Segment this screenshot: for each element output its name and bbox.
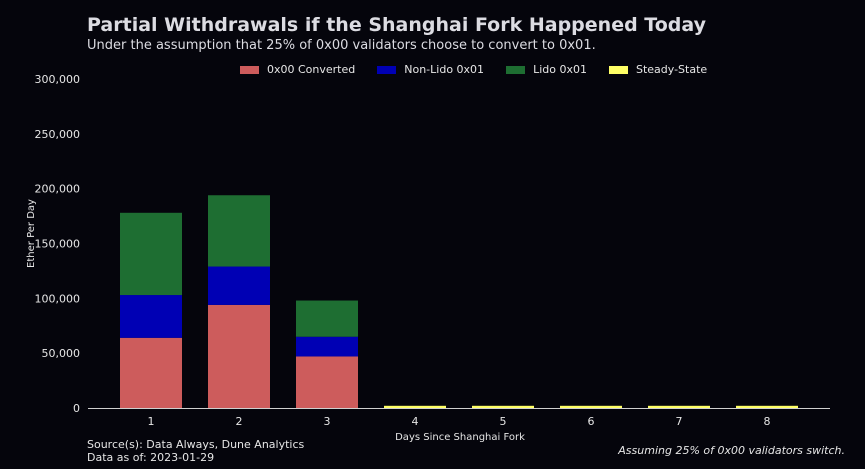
- x-tick-label: 6: [588, 415, 595, 428]
- x-tick-label: 3: [324, 415, 331, 428]
- y-tick-label: 300,000: [35, 73, 81, 86]
- bar-segment: [120, 212, 182, 296]
- chart-title: Partial Withdrawals if the Shanghai Fork…: [87, 14, 707, 36]
- x-tick-label: 8: [764, 415, 771, 428]
- bar-segment: [736, 405, 798, 408]
- y-tick-label: 200,000: [35, 183, 81, 196]
- legend-item-non-lido-0x01: Non-Lido 0x01: [377, 63, 484, 76]
- bar-segment: [384, 405, 446, 408]
- legend-swatch: [240, 65, 259, 74]
- legend-swatch: [608, 65, 628, 74]
- y-tick-label: 100,000: [35, 292, 81, 305]
- legend-item-lido-0x01: Lido 0x01: [506, 63, 587, 76]
- x-tick-label: 5: [500, 415, 507, 428]
- bar-segment: [208, 304, 270, 408]
- x-tick-label: 1: [148, 415, 155, 428]
- footer-as-of: Data as of: 2023-01-29: [87, 451, 215, 464]
- x-tick-label: 7: [676, 415, 683, 428]
- bar-segment: [208, 266, 270, 305]
- y-tick-label: 50,000: [42, 347, 81, 360]
- legend-swatch: [506, 65, 526, 74]
- x-axis-label: Days Since Shanghai Fork: [395, 432, 525, 443]
- y-axis-ticks: 0 50,000 100,000 150,000 200,000 250,000 300,0…: [35, 73, 81, 415]
- legend-swatch: [377, 65, 397, 74]
- bar-segment: [120, 337, 182, 408]
- bar-segment: [560, 405, 622, 408]
- footer-source-block: Source(s): Data Always, Dune Analytics D…: [87, 438, 304, 464]
- chart-subtitle: Under the assumption that 25% of 0x00 va…: [87, 38, 596, 53]
- legend-item-steady-state: Steady-State: [608, 63, 708, 76]
- y-tick-label: 250,000: [35, 128, 81, 141]
- legend-label: Lido 0x01: [533, 63, 587, 76]
- legend-item-0x00-converted: 0x00 Converted: [240, 63, 355, 76]
- x-tick-label: 2: [236, 415, 243, 428]
- x-tick-label: 4: [412, 415, 419, 428]
- legend-label: 0x00 Converted: [267, 63, 356, 76]
- bar-segment: [648, 405, 710, 408]
- x-axis-ticks: 1 2 3 4 5 6 7 8: [148, 415, 771, 428]
- bar-segment: [296, 336, 358, 357]
- legend-label: Steady-State: [635, 63, 708, 76]
- legend-label: Non-Lido 0x01: [404, 63, 485, 76]
- bar-segment: [472, 405, 534, 408]
- footer-note: Assuming 25% of 0x00 validators switch.: [618, 444, 845, 457]
- y-tick-label: 150,000: [35, 238, 81, 251]
- bar-segment: [208, 195, 270, 267]
- bar-segment: [296, 300, 358, 337]
- chart-legend: 0x00 Converted Non-Lido 0x01 Lido 0x01 S…: [240, 63, 729, 76]
- bars-group: [120, 195, 798, 408]
- y-axis-label: Ether Per Day: [26, 199, 37, 268]
- bar-segment: [120, 295, 182, 338]
- bar-segment: [296, 356, 358, 408]
- y-tick-label: 0: [73, 402, 80, 415]
- footer-source: Source(s): Data Always, Dune Analytics: [87, 438, 305, 451]
